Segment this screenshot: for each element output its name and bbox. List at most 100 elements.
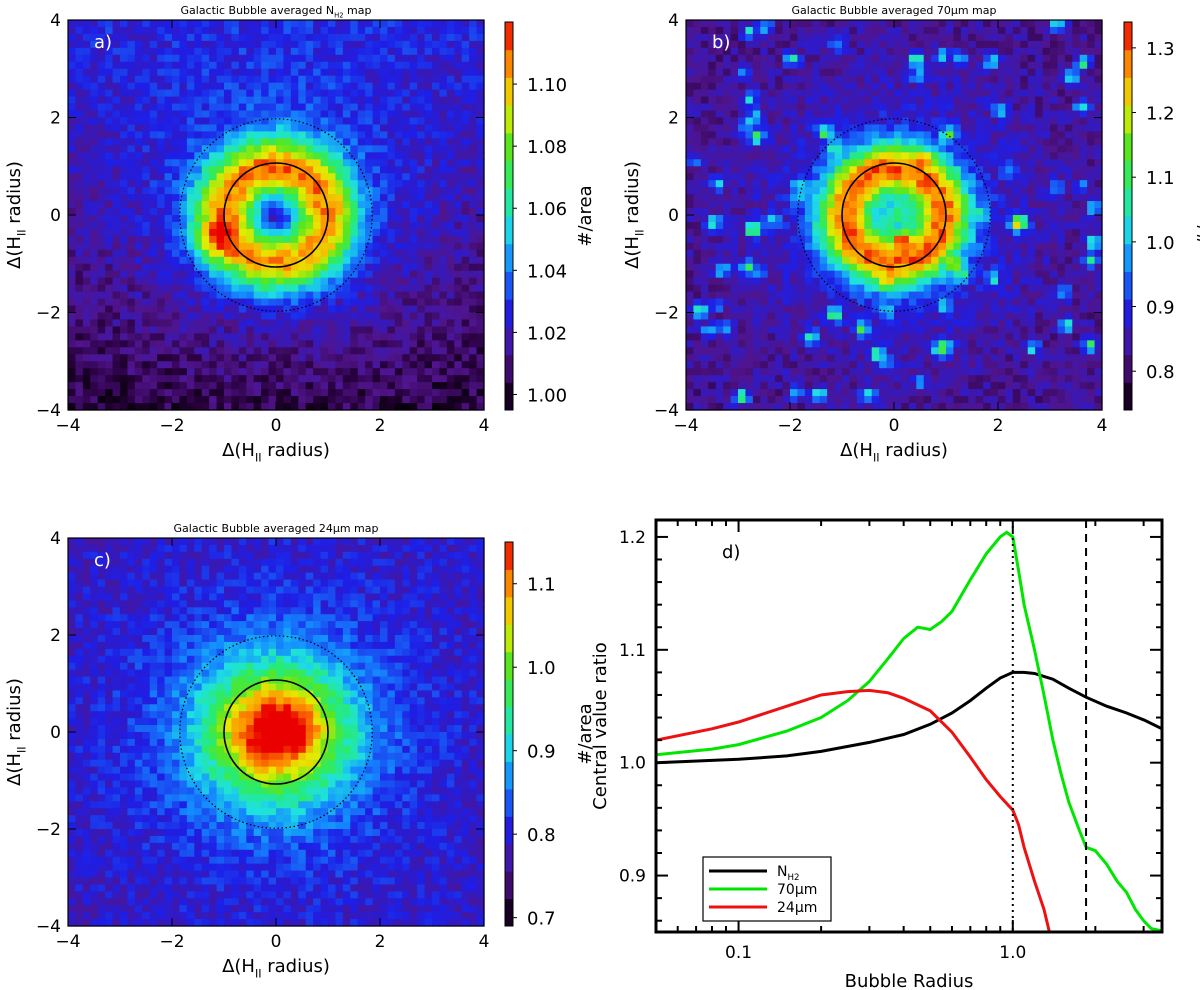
heatmap-cell — [871, 166, 880, 174]
heatmap-cell — [782, 20, 791, 28]
heatmap-cell — [1042, 131, 1051, 139]
heatmap-cell — [1035, 152, 1044, 160]
heatmap-cell — [320, 145, 329, 153]
heatmap-cell — [372, 361, 381, 369]
heatmap-cell — [328, 20, 337, 28]
heatmap-cell — [975, 180, 984, 188]
heatmap-cell — [1012, 166, 1021, 174]
heatmap-cell — [409, 340, 418, 348]
heatmap-cell — [290, 173, 299, 181]
heatmap-cell — [75, 110, 84, 119]
heatmap-cell — [916, 187, 925, 195]
heatmap-cell — [261, 312, 270, 321]
heatmap-cell — [990, 96, 999, 105]
heatmap-cell — [342, 26, 351, 35]
heatmap-cell — [82, 396, 91, 404]
heatmap-cell — [179, 305, 188, 314]
heatmap-cell — [149, 187, 158, 195]
heatmap-cell — [142, 166, 151, 174]
heatmap-cell — [82, 235, 91, 244]
heatmap-cell — [380, 333, 389, 341]
heatmap-cell — [216, 312, 225, 321]
heatmap-cell — [90, 215, 99, 223]
heatmap-cell — [931, 61, 940, 70]
heatmap-cell — [1042, 194, 1051, 202]
heatmap-cell — [849, 110, 858, 119]
heatmap-cell — [231, 228, 240, 237]
heatmap-cell — [149, 298, 158, 307]
heatmap-cell — [946, 82, 955, 91]
heatmap-cell — [461, 263, 470, 272]
heatmap-cell — [424, 96, 433, 105]
heatmap-cell — [715, 187, 724, 195]
colorbar-tick-label: 1.06 — [527, 199, 567, 220]
heatmap-cell — [402, 319, 411, 328]
heatmap-cell — [335, 33, 344, 42]
heatmap-cell — [968, 33, 977, 42]
heatmap-cell — [879, 131, 888, 139]
heatmap-cell — [738, 110, 747, 119]
heatmap-cell — [446, 166, 455, 174]
heatmap-cell — [938, 159, 947, 167]
heatmap-cell — [1012, 40, 1021, 49]
heatmap-cell — [134, 187, 143, 195]
heatmap-cell — [134, 333, 143, 341]
heatmap-cell — [417, 249, 426, 258]
heatmap-cell — [894, 96, 903, 105]
heatmap-cell — [424, 61, 433, 70]
heatmap-cell — [127, 194, 136, 202]
heatmap-cell — [186, 326, 195, 334]
heatmap-cell — [938, 54, 947, 63]
heatmap-cell — [879, 124, 888, 133]
heatmap-cell — [68, 326, 77, 334]
heatmap-cell — [142, 256, 151, 265]
heatmap-cell — [380, 33, 389, 42]
heatmap-cell — [1020, 33, 1029, 42]
heatmap-cell — [476, 312, 485, 321]
heatmap-cell — [328, 298, 337, 307]
heatmap-cell — [461, 270, 470, 279]
heatmap-cell — [454, 291, 463, 300]
heatmap-cell — [179, 284, 188, 293]
heatmap-cell — [298, 368, 307, 376]
heatmap-cell — [812, 110, 821, 119]
heatmap-cell — [1057, 117, 1066, 126]
heatmap-cell — [290, 96, 299, 105]
heatmap-cell — [782, 75, 791, 84]
heatmap-cell — [1005, 54, 1014, 63]
heatmap-cell — [97, 389, 106, 397]
heatmap-cell — [75, 319, 84, 328]
heatmap-cell — [931, 173, 940, 181]
heatmap-cell — [946, 166, 955, 174]
heatmap-cell — [1079, 89, 1088, 98]
y-tick-label: 2 — [50, 109, 61, 129]
heatmap-cell — [402, 166, 411, 174]
heatmap-cell — [283, 284, 292, 293]
heatmap-cell — [134, 403, 143, 411]
heatmap-cell — [476, 256, 485, 265]
heatmap-cell — [231, 20, 240, 28]
heatmap-cell — [715, 173, 724, 181]
heatmap-cell — [164, 277, 173, 286]
heatmap-cell — [901, 180, 910, 188]
heatmap-cell — [1072, 215, 1081, 223]
heatmap-cell — [439, 61, 448, 70]
heatmap-cell — [871, 159, 880, 167]
heatmap-cell — [476, 368, 485, 376]
heatmap-cell — [1035, 82, 1044, 91]
heatmap-cell — [752, 235, 761, 244]
heatmap-cell — [1072, 221, 1081, 230]
heatmap-cell — [394, 263, 403, 272]
heatmap-cell — [224, 396, 233, 404]
heatmap-cell — [328, 215, 337, 223]
heatmap-cell — [461, 277, 470, 286]
heatmap-cell — [923, 117, 932, 126]
heatmap-cell — [387, 159, 396, 167]
heatmap-cell — [68, 26, 77, 35]
heatmap-cell — [320, 131, 329, 139]
heatmap-cell — [1057, 173, 1066, 181]
heatmap-cell — [179, 277, 188, 286]
heatmap-cell — [469, 242, 478, 251]
heatmap-cell — [216, 235, 225, 244]
heatmap-cell — [149, 277, 158, 286]
